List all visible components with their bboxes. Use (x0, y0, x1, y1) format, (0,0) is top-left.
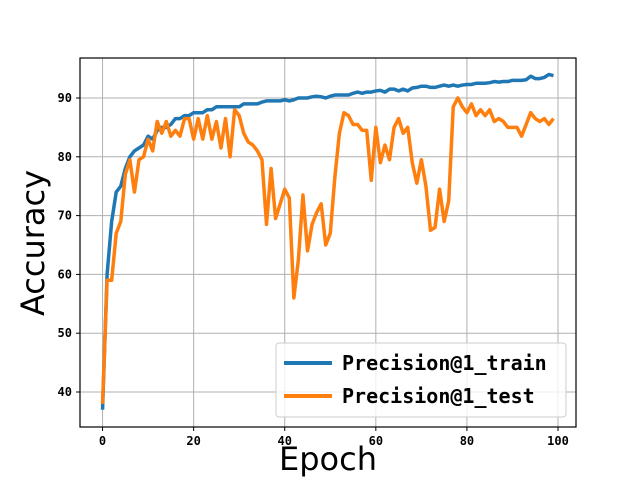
x-tick-label: 60 (369, 434, 383, 448)
y-tick-label: 50 (58, 326, 72, 340)
y-tick-label: 60 (58, 267, 72, 281)
y-tick-label: 70 (58, 209, 72, 223)
y-tick-label: 90 (58, 91, 72, 105)
x-tick-label: 80 (460, 434, 474, 448)
y-axis-label: Accuracy (14, 170, 52, 316)
x-tick-label: 0 (99, 434, 106, 448)
legend-label: Precision@1_test (342, 384, 535, 408)
legend-label: Precision@1_train (342, 351, 547, 375)
y-tick-label: 40 (58, 385, 72, 399)
legend-box (275, 342, 567, 418)
line-series (100, 96, 555, 404)
line-series (100, 72, 554, 410)
y-tick-label: 80 (58, 150, 72, 164)
plot-frame (79, 57, 577, 428)
x-tick-label: 40 (278, 434, 292, 448)
x-tick-label: 100 (547, 434, 569, 448)
x-tick-label: 20 (186, 434, 200, 448)
x-axis-label: Epoch (279, 440, 377, 478)
